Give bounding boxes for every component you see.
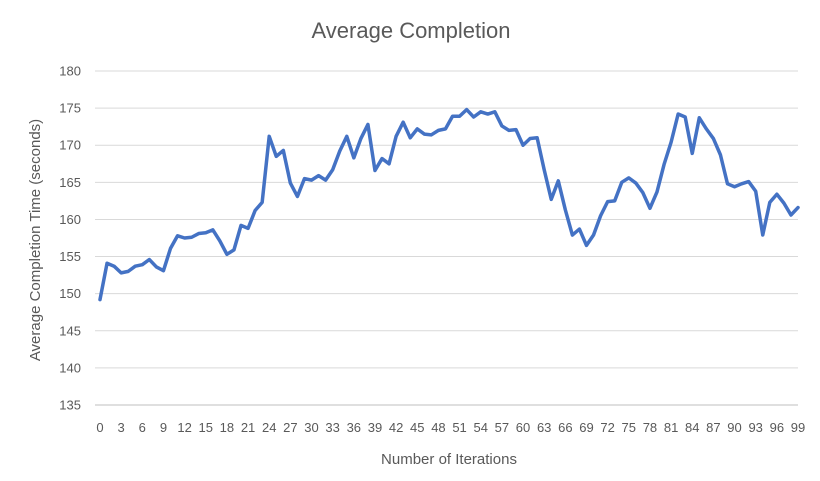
x-tick-label: 48 (431, 420, 445, 435)
y-tick-label: 175 (59, 101, 81, 116)
x-tick-label: 93 (748, 420, 762, 435)
x-tick-label: 0 (96, 420, 103, 435)
x-tick-label: 87 (706, 420, 720, 435)
x-tick-label: 6 (139, 420, 146, 435)
y-tick-label: 180 (59, 64, 81, 79)
x-tick-label: 42 (389, 420, 403, 435)
x-tick-label: 21 (241, 420, 255, 435)
y-tick-label: 170 (59, 138, 81, 153)
x-tick-label: 84 (685, 420, 699, 435)
y-tick-label: 160 (59, 212, 81, 227)
x-tick-label: 3 (118, 420, 125, 435)
x-tick-label: 66 (558, 420, 572, 435)
x-tick-label: 75 (622, 420, 636, 435)
y-axis-title: Average Completion Time (seconds) (27, 119, 44, 361)
x-tick-label: 33 (325, 420, 339, 435)
x-tick-label: 27 (283, 420, 297, 435)
y-tick-label: 165 (59, 175, 81, 190)
gridlines (95, 70, 798, 406)
x-tick-label: 45 (410, 420, 424, 435)
y-tick-label: 145 (59, 323, 81, 338)
y-tick-label: 135 (59, 398, 81, 413)
x-axis-title: Number of Iterations (381, 451, 517, 468)
series-line (98, 107, 800, 302)
x-tick-label: 60 (516, 420, 530, 435)
x-tick-label: 81 (664, 420, 678, 435)
x-tick-label: 24 (262, 420, 276, 435)
x-tick-label: 69 (579, 420, 593, 435)
x-tick-label: 90 (727, 420, 741, 435)
x-tick-label: 39 (368, 420, 382, 435)
x-tick-label: 51 (452, 420, 466, 435)
x-tick-label: 18 (220, 420, 234, 435)
y-tick-label: 150 (59, 286, 81, 301)
x-tick-label: 57 (495, 420, 509, 435)
y-tick-label: 140 (59, 360, 81, 375)
x-tick-label: 63 (537, 420, 551, 435)
x-tick-label: 9 (160, 420, 167, 435)
chart-title: Average Completion (312, 18, 511, 43)
x-tick-label: 96 (770, 420, 784, 435)
y-tick-label: 155 (59, 249, 81, 264)
series-layer (98, 107, 800, 302)
x-tick-label: 36 (347, 420, 361, 435)
y-axis-ticks: 135 140 145 150 155 160 165 170 175 180 (59, 64, 81, 413)
x-tick-label: 30 (304, 420, 318, 435)
x-tick-label: 78 (643, 420, 657, 435)
x-tick-label: 99 (791, 420, 805, 435)
x-tick-label: 54 (473, 420, 487, 435)
x-tick-label: 12 (177, 420, 191, 435)
x-tick-label: 72 (600, 420, 614, 435)
x-axis-ticks: 0 3 6 9 12 15 18 21 24 27 30 33 36 39 42 45 48 51 54 57 60 63… (96, 420, 805, 435)
x-tick-label: 15 (199, 420, 213, 435)
